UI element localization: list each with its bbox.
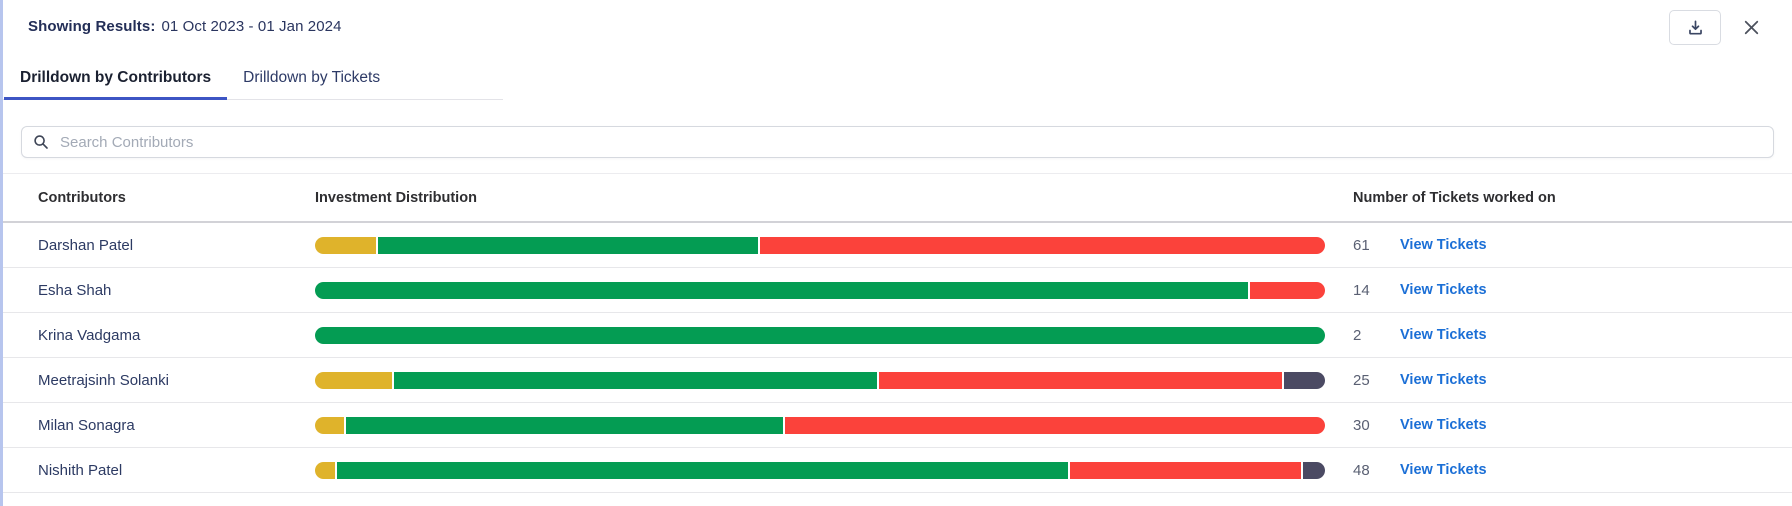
view-tickets-link[interactable]: View Tickets — [1400, 417, 1487, 433]
view-tickets-link[interactable]: View Tickets — [1400, 282, 1487, 298]
table-body: Darshan Patel 61 View Tickets Esha Shah 14 Vi… — [3, 223, 1792, 493]
investment-distribution-bar — [315, 281, 1325, 299]
column-header-contributors: Contributors — [38, 189, 126, 206]
tickets-count: 48 — [1353, 461, 1370, 479]
yellow-segment — [315, 371, 393, 389]
table-row: Nishith Patel 48 View Tickets — [3, 448, 1792, 493]
date-range: 01 Oct 2023 - 01 Jan 2024 — [161, 18, 342, 35]
search-input[interactable] — [58, 132, 1762, 152]
table-row: Esha Shah 14 View Tickets — [3, 268, 1792, 313]
tab-drilldown-by-tickets[interactable]: Drilldown by Tickets — [243, 69, 381, 86]
view-tickets-link[interactable]: View Tickets — [1400, 237, 1487, 253]
table-row: Darshan Patel 61 View Tickets — [3, 223, 1792, 268]
contributor-name: Krina Vadgama — [38, 326, 141, 344]
tickets-count: 14 — [1353, 281, 1370, 299]
search-bar[interactable] — [21, 126, 1774, 158]
contributor-name: Esha Shah — [38, 281, 112, 299]
tickets-count: 2 — [1353, 326, 1362, 344]
contributors-table: Contributors Investment Distribution Num… — [3, 173, 1792, 493]
view-tickets-link[interactable]: View Tickets — [1400, 327, 1487, 343]
yellow-segment — [315, 416, 345, 434]
close-icon — [1741, 17, 1762, 38]
yellow-segment — [315, 461, 336, 479]
tickets-count: 61 — [1353, 236, 1370, 254]
contributor-name: Milan Sonagra — [38, 416, 135, 434]
tab-bar: Drilldown by Contributors Drilldown by T… — [3, 60, 503, 100]
dark-segment — [1283, 371, 1325, 389]
contributor-name: Darshan Patel — [38, 236, 134, 254]
yellow-segment — [315, 236, 377, 254]
green-segment — [315, 326, 1325, 344]
tickets-count: 30 — [1353, 416, 1370, 434]
green-segment — [394, 371, 878, 389]
investment-distribution-bar — [315, 236, 1325, 254]
investment-distribution-bar — [315, 371, 1325, 389]
dark-segment — [1302, 461, 1325, 479]
red-segment — [879, 371, 1282, 389]
showing-results-label: Showing Results: — [28, 18, 156, 35]
red-segment — [784, 416, 1325, 434]
tab-drilldown-by-contributors[interactable]: Drilldown by Contributors — [4, 60, 228, 100]
table-row: Milan Sonagra 30 View Tickets — [3, 403, 1792, 448]
table-row: Krina Vadgama 2 View Tickets — [3, 313, 1792, 358]
table-row: Meetrajsinh Solanki 25 View Tickets — [3, 358, 1792, 403]
investment-distribution-bar — [315, 416, 1325, 434]
green-segment — [346, 416, 783, 434]
green-segment — [337, 461, 1068, 479]
view-tickets-link[interactable]: View Tickets — [1400, 462, 1487, 478]
red-segment — [1069, 461, 1301, 479]
column-header-investment-distribution: Investment Distribution — [315, 189, 477, 206]
red-segment — [1250, 281, 1325, 299]
search-icon — [33, 134, 49, 150]
view-tickets-link[interactable]: View Tickets — [1400, 372, 1487, 388]
showing-results-text: Showing Results: 01 Oct 2023 - 01 Jan 202… — [28, 10, 342, 35]
investment-distribution-bar — [315, 326, 1325, 344]
table-header: Contributors Investment Distribution Num… — [3, 174, 1792, 223]
top-actions — [1669, 10, 1766, 45]
green-segment — [378, 236, 758, 254]
download-icon — [1687, 19, 1704, 36]
green-segment — [315, 281, 1249, 299]
column-header-number-of-tickets: Number of Tickets worked on — [1353, 189, 1556, 206]
close-button[interactable] — [1737, 13, 1766, 42]
tickets-count: 25 — [1353, 371, 1370, 389]
download-button[interactable] — [1669, 10, 1721, 45]
contributor-name: Nishith Patel — [38, 461, 123, 479]
top-bar: Showing Results: 01 Oct 2023 - 01 Jan 202… — [3, 0, 1792, 60]
red-segment — [759, 236, 1325, 254]
contributor-name: Meetrajsinh Solanki — [38, 371, 169, 389]
investment-distribution-bar — [315, 461, 1325, 479]
